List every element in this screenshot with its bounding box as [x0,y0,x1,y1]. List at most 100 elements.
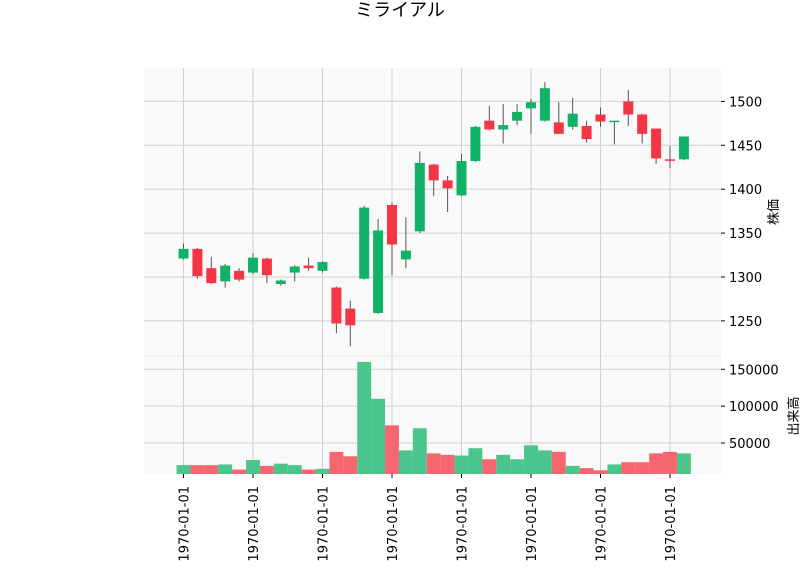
candle [623,89,634,126]
volume-tick-label: 50000 [729,437,770,452]
candle [289,265,300,282]
candle [192,248,203,279]
x-tick-label: 1970-01-01 [664,486,679,562]
candle-body [512,111,523,121]
candle [637,113,648,144]
volume-grid [144,355,721,444]
candle [261,257,272,284]
volume-bars [176,361,691,474]
candle-body [331,287,342,324]
volume-bar [218,464,233,474]
volume-bar [440,454,455,474]
candle [581,120,592,143]
candle [359,205,370,280]
x-tick-label: 1970-01-01 [525,486,540,562]
volume-axis-label: 出来高 [786,396,800,435]
candle-body [678,136,689,160]
volume-bar [621,462,636,474]
candle [400,217,411,269]
candle-body [623,101,634,115]
candle-body [609,120,620,123]
volume-bar [343,456,358,474]
candle [414,151,425,234]
candle-body [359,207,370,279]
candle-body [414,162,425,232]
candle-body [234,270,245,280]
x-tick-label: 1970-01-01 [247,486,262,562]
volume-bar [635,462,650,474]
volume-bar [357,361,372,474]
candle [498,104,509,144]
candle-body [317,262,328,271]
volume-tick-label: 100000 [729,400,779,415]
volume-bar [412,428,427,474]
volume-bar [273,463,288,474]
chart-title: ミライアル [355,0,445,21]
candle [567,97,578,130]
candle-body [567,113,578,127]
volume-axis-ticks: 50000 100000 150000 [721,363,779,452]
candle [275,279,286,286]
price-tick-label: 1450 [729,139,762,154]
x-tick-label: 1970-01-01 [317,486,332,562]
volume-bar [385,425,399,474]
candle [678,136,689,161]
candle-body [220,265,231,282]
candle-body [289,266,300,273]
candle [484,105,495,131]
price-panel-background [144,68,721,356]
price-axis-label: 株価 [767,199,782,225]
candle [387,202,397,276]
volume-bar [468,448,483,474]
candle-body [539,88,550,121]
x-tick-label: 1970-01-01 [595,486,610,562]
volume-bar [246,459,260,474]
candle-body [345,308,356,326]
candle-body [400,250,411,260]
volume-bar [190,465,205,474]
volume-bar [315,468,330,474]
candle [470,125,481,162]
x-tick-label: 1970-01-01 [386,486,401,562]
price-tick-label: 1300 [729,271,762,286]
candle [248,253,258,275]
candle [665,146,675,169]
volume-bar [510,459,525,474]
candle-body [428,164,439,181]
candle-body [595,114,606,122]
candle-body [387,204,397,245]
candle-body [275,280,286,284]
candle [526,98,536,134]
candle-body [637,114,648,134]
price-tick-label: 1350 [729,227,762,242]
candle [317,261,328,273]
candle-body [261,258,272,276]
volume-bar [329,451,344,474]
volume-tick-label: 150000 [729,363,779,378]
candle [206,256,217,284]
candle [331,286,342,334]
volume-bar [301,469,316,474]
candle-body [526,102,536,109]
volume-bar [663,451,677,474]
candle-body [581,125,592,140]
volume-bar [649,453,664,474]
candle [178,243,189,260]
candle [609,120,620,145]
candle-body [192,248,203,277]
candle [512,104,523,126]
candle-body [248,257,258,273]
volume-bar [551,451,566,474]
candle-body [470,126,481,162]
candle [303,257,314,271]
price-tick-label: 1250 [729,315,762,330]
price-tick-label: 1400 [729,183,762,198]
candle-body [665,159,675,161]
volume-bar [204,465,219,474]
volume-bar [593,470,608,474]
candle [595,107,606,127]
candle-body [456,161,467,196]
candle-body [178,248,189,259]
candle [539,82,550,122]
